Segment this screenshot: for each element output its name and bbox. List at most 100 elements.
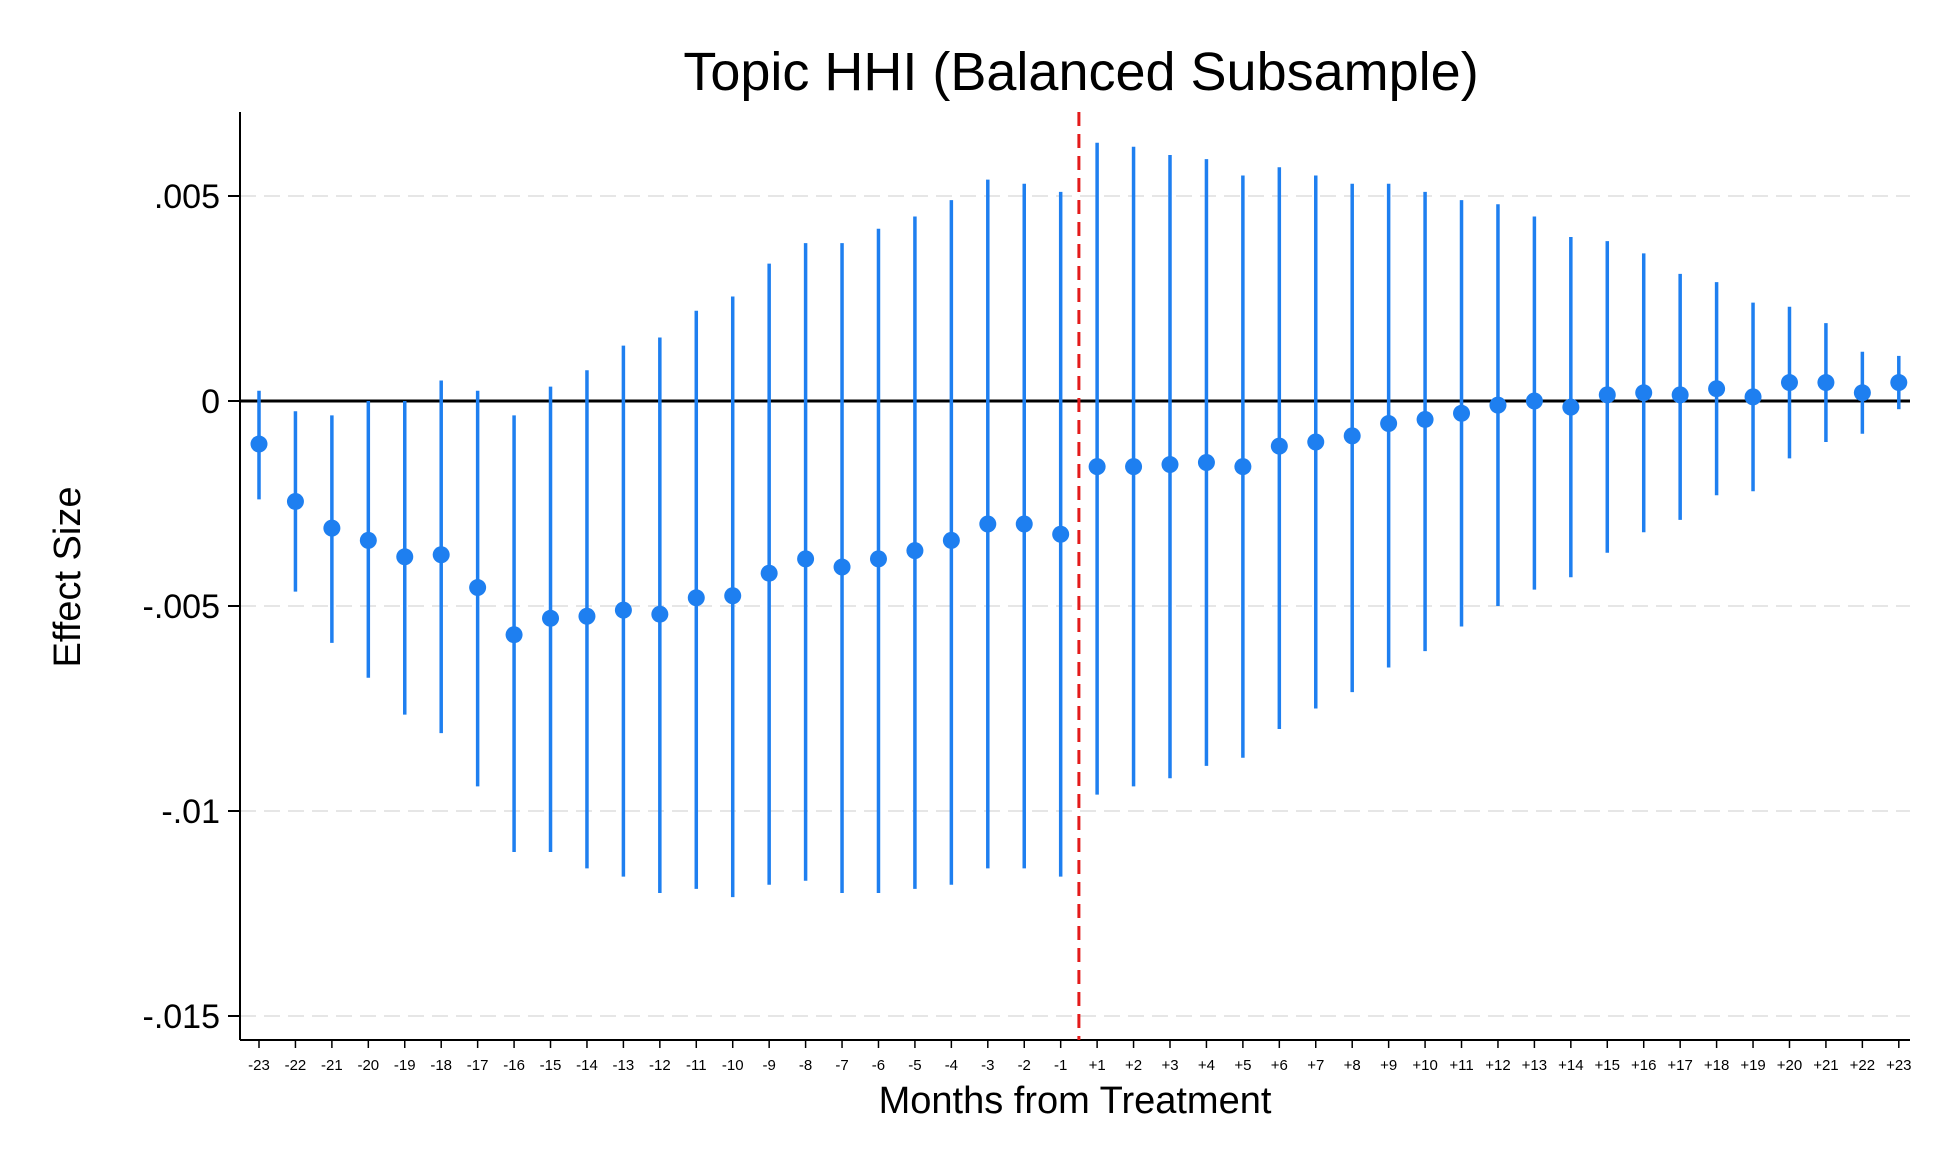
x-tick-label: +14	[1558, 1057, 1583, 1074]
point-estimate	[323, 519, 341, 537]
y-axis-label: Effect Size	[47, 487, 89, 668]
point-estimate	[1088, 458, 1106, 476]
point-estimate	[760, 564, 778, 582]
x-tick-label: +8	[1344, 1057, 1361, 1074]
x-tick-label: -21	[321, 1057, 343, 1074]
point-estimate	[542, 609, 560, 627]
point-estimate	[979, 515, 997, 533]
x-tick-label: +7	[1307, 1057, 1324, 1074]
x-tick-label: +21	[1813, 1057, 1838, 1074]
x-tick-label: +10	[1412, 1057, 1437, 1074]
point-estimate	[432, 546, 450, 564]
point-estimate	[1416, 410, 1434, 428]
x-tick-label: +22	[1850, 1057, 1875, 1074]
x-tick-label: +15	[1595, 1057, 1620, 1074]
point-estimate	[359, 531, 377, 549]
point-estimate	[1052, 525, 1070, 543]
point-estimate	[505, 626, 523, 644]
x-tick-label: -16	[503, 1057, 525, 1074]
x-tick-label: -18	[430, 1057, 452, 1074]
y-tick-label: -.005	[143, 588, 221, 626]
x-tick-label: -11	[686, 1057, 707, 1074]
point-estimate	[651, 605, 669, 623]
x-tick-label: +19	[1740, 1057, 1765, 1074]
x-tick-label: -22	[285, 1057, 307, 1074]
x-tick-label: -3	[981, 1057, 994, 1074]
point-estimate	[1635, 384, 1653, 402]
x-tick-label: +2	[1125, 1057, 1142, 1074]
point-estimate	[869, 550, 887, 568]
x-axis-ticks: -23 -22 -21 -20 -19 -18 -17 -16 -15 -14 -13 -12 -11-…	[248, 1040, 1912, 1074]
point-estimate	[1671, 386, 1689, 404]
point-estimate	[1562, 398, 1580, 416]
point-estimate	[1234, 458, 1252, 476]
point-estimate	[1489, 396, 1507, 414]
x-tick-label: -1	[1054, 1057, 1067, 1074]
y-axis-ticks: .005 0 -.005 -.01 -.015	[143, 178, 240, 1036]
point-estimate	[469, 579, 487, 597]
point-estimate	[1744, 388, 1762, 406]
point-estimate	[250, 435, 268, 453]
x-tick-label: -10	[722, 1057, 744, 1074]
y-tick-label: 0	[201, 383, 220, 421]
x-tick-label: +17	[1667, 1057, 1692, 1074]
x-tick-label: +6	[1271, 1057, 1288, 1074]
point-estimate	[1197, 454, 1215, 471]
point-estimate	[906, 542, 924, 560]
x-tick-label: -15	[540, 1057, 562, 1074]
series-marks	[250, 142, 1908, 898]
point-estimate	[1015, 515, 1033, 533]
x-tick-label: +4	[1198, 1057, 1215, 1074]
point-estimate	[578, 607, 596, 625]
point-estimate	[286, 492, 304, 510]
y-tick-label: -.01	[161, 793, 220, 831]
x-tick-label: +3	[1161, 1057, 1178, 1074]
x-tick-label: +5	[1234, 1057, 1251, 1074]
x-tick-label: +9	[1380, 1057, 1397, 1074]
point-estimate	[833, 558, 851, 576]
point-estimate	[724, 587, 742, 605]
x-tick-label: -17	[467, 1057, 489, 1074]
point-estimate	[1890, 374, 1908, 392]
x-tick-label: +18	[1704, 1057, 1729, 1074]
x-tick-label: -20	[357, 1057, 379, 1074]
x-tick-label: -13	[613, 1057, 635, 1074]
point-estimate	[1453, 404, 1471, 422]
x-tick-label: +16	[1631, 1057, 1656, 1074]
y-tick-label: -.015	[143, 998, 221, 1036]
x-tick-label: -2	[1018, 1057, 1031, 1074]
point-estimate	[1380, 415, 1398, 433]
axes	[239, 112, 1910, 1041]
x-tick-label: +12	[1485, 1057, 1510, 1074]
x-tick-label: -12	[649, 1057, 671, 1074]
point-estimate	[1853, 384, 1871, 402]
x-tick-label: -23	[248, 1057, 270, 1074]
point-estimate	[687, 589, 705, 607]
x-tick-label: -8	[799, 1057, 812, 1074]
x-tick-label: -9	[762, 1057, 775, 1074]
point-estimate	[396, 548, 414, 566]
chart-title: Topic HHI (Balanced Subsample)	[683, 42, 1478, 102]
point-estimate	[1125, 458, 1143, 476]
x-tick-label: +20	[1777, 1057, 1802, 1074]
x-axis-label: Months from Treatment	[879, 1080, 1272, 1122]
point-estimate	[1161, 456, 1179, 474]
point-estimate	[1343, 427, 1361, 445]
x-tick-label: +11	[1449, 1057, 1473, 1074]
grid-lines	[240, 195, 1910, 1017]
point-estimate	[1780, 374, 1798, 392]
point-estimate	[1307, 433, 1325, 451]
point-estimate	[1708, 380, 1726, 398]
x-tick-label: +23	[1886, 1057, 1911, 1074]
x-tick-label: -4	[945, 1057, 958, 1074]
x-tick-label: -5	[908, 1057, 921, 1074]
point-estimate	[1270, 437, 1288, 455]
point-estimate	[1598, 386, 1616, 404]
point-estimate	[1817, 374, 1835, 392]
x-tick-label: -19	[394, 1057, 416, 1074]
x-tick-label: -6	[872, 1057, 885, 1074]
point-estimate	[942, 531, 960, 549]
x-tick-label: +1	[1089, 1057, 1106, 1074]
